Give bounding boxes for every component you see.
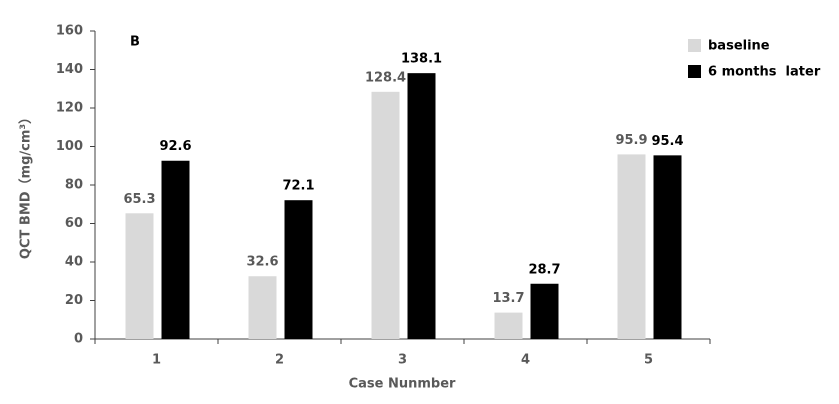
y-axis-label: QCT BMD（mg/cm³） bbox=[18, 111, 34, 259]
data-label: 128.4 bbox=[365, 70, 406, 85]
y-tick-label: 40 bbox=[65, 255, 83, 270]
bar bbox=[125, 213, 154, 339]
bar bbox=[617, 154, 646, 339]
x-tick-label: 4 bbox=[521, 353, 530, 368]
data-label: 138.1 bbox=[401, 52, 442, 67]
data-label: 95.9 bbox=[615, 133, 647, 148]
y-tick-label: 140 bbox=[56, 62, 83, 77]
bar bbox=[494, 312, 523, 339]
bar bbox=[161, 160, 190, 339]
bar bbox=[530, 283, 559, 339]
y-tick-label: 120 bbox=[56, 101, 83, 116]
data-label: 92.6 bbox=[159, 139, 191, 154]
x-tick-label: 5 bbox=[644, 353, 653, 368]
data-label: 72.1 bbox=[282, 179, 314, 194]
y-tick-label: 100 bbox=[56, 139, 83, 154]
y-tick-label: 80 bbox=[65, 178, 83, 193]
x-axis-label: Case Nunmber bbox=[349, 377, 456, 392]
annotation: B bbox=[130, 35, 140, 50]
bar bbox=[653, 155, 682, 339]
y-tick-label: 60 bbox=[65, 216, 83, 231]
data-label: 65.3 bbox=[123, 192, 155, 207]
data-label: 32.6 bbox=[246, 255, 278, 270]
bar bbox=[248, 276, 277, 339]
y-tick-label: 160 bbox=[56, 24, 83, 39]
bar bbox=[407, 73, 436, 339]
data-label: 95.4 bbox=[651, 134, 683, 149]
bar bbox=[284, 200, 313, 339]
data-label: 28.7 bbox=[528, 262, 560, 277]
x-tick-label: 2 bbox=[275, 353, 284, 368]
y-tick-label: 0 bbox=[74, 332, 83, 347]
data-label: 13.7 bbox=[492, 291, 524, 306]
bar bbox=[371, 91, 400, 339]
legend-swatch bbox=[688, 39, 701, 52]
legend-label: baseline bbox=[708, 39, 770, 54]
legend-label: 6 months later bbox=[708, 65, 821, 80]
y-tick-label: 20 bbox=[65, 293, 83, 308]
x-tick-label: 1 bbox=[152, 353, 161, 368]
x-tick-label: 3 bbox=[398, 353, 407, 368]
legend-swatch bbox=[688, 65, 701, 78]
